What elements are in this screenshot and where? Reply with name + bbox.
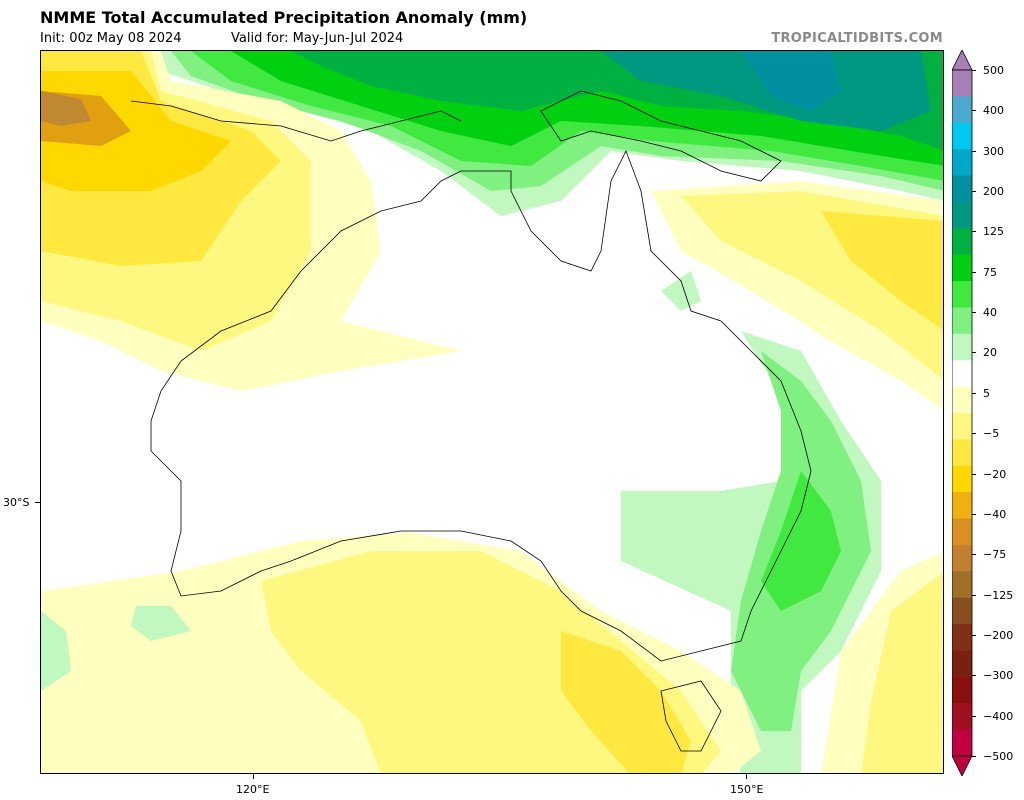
colorbar-tick <box>972 271 976 273</box>
colorbar-bin <box>952 228 972 256</box>
colorbar-label: 500 <box>983 64 1004 77</box>
colorbar-label: −125 <box>983 588 1014 602</box>
lon-label-150e: 150°E <box>730 783 764 796</box>
colorbar-tick <box>972 634 976 636</box>
colorbar-bin <box>952 360 972 388</box>
colorbar-label: −300 <box>983 669 1014 683</box>
colorbar-bin <box>952 175 972 203</box>
colorbar-bin <box>952 518 972 546</box>
colorbar-bin <box>952 254 972 282</box>
colorbar-bin <box>952 729 972 757</box>
colorbar-bin <box>952 650 972 678</box>
colorbar-tick <box>972 554 976 556</box>
colorbar-label: 400 <box>983 104 1004 118</box>
colorbar-label: 40 <box>983 306 997 320</box>
east-anomaly-gold <box>821 211 943 330</box>
north-anomaly-teal <box>601 51 931 131</box>
colorbar-tick <box>972 756 976 757</box>
valid-period: Valid for: May-Jun-Jul 2024 <box>231 31 404 46</box>
southwest-anomaly-light-green-2 <box>131 606 191 641</box>
colorbar-outline <box>951 69 973 757</box>
colorbar-bin <box>952 492 972 520</box>
south-anomaly-gold <box>561 631 691 773</box>
colorbar-bin <box>952 544 972 572</box>
colorbar <box>951 49 978 780</box>
colorbar-tick <box>972 392 976 394</box>
colorbar-bin <box>952 676 972 704</box>
colorbar-bin <box>952 571 972 599</box>
colorbar-label: 200 <box>983 185 1004 199</box>
colorbar-bin <box>952 703 972 731</box>
colorbar-label: −200 <box>983 628 1014 642</box>
colorbar-label: −400 <box>983 709 1014 723</box>
colorbar-bin <box>952 386 972 414</box>
colorbar-bin <box>952 333 972 361</box>
colorbar-max-extend <box>951 49 973 71</box>
colorbar-bin <box>952 70 972 97</box>
colorbar-tick <box>972 110 976 112</box>
australia-coastline <box>150 150 812 662</box>
colorbar-label: 5 <box>983 386 990 400</box>
colorbar-svg <box>951 49 973 777</box>
map-panel <box>40 50 944 774</box>
lon-tick-150e <box>746 774 747 779</box>
anomaly-map <box>41 51 943 773</box>
colorbar-tick <box>972 150 976 152</box>
colorbar-bin <box>952 465 972 493</box>
colorbar-bin <box>952 307 972 335</box>
brand-watermark: TROPICALTIDBITS.COM <box>771 31 943 46</box>
colorbar-label: 20 <box>983 346 997 360</box>
colorbar-tick <box>972 70 976 71</box>
colorbar-min-extend <box>951 755 973 777</box>
init-time: Init: 00z May 08 2024 <box>40 31 182 46</box>
colorbar-tick <box>972 473 976 475</box>
central-australia-neutral <box>151 351 621 571</box>
colorbar-bin <box>952 122 972 150</box>
eastcoast-anomaly-mid-green <box>761 471 841 611</box>
colorbar-label: −40 <box>983 507 1007 521</box>
map-title: NMME Total Accumulated Precipitation Ano… <box>40 8 528 27</box>
colorbar-label: 125 <box>983 225 1004 239</box>
colorbar-bin <box>952 201 972 229</box>
colorbar-tick <box>972 352 976 354</box>
lat-label-30s: 30°S <box>3 496 30 509</box>
colorbar-tick <box>972 715 976 717</box>
eastcoast-anomaly-light-green-nw <box>661 271 701 311</box>
lat-tick-30s <box>35 502 40 503</box>
colorbar-tick <box>972 231 976 233</box>
lon-tick-120e <box>253 774 254 779</box>
colorbar-label: −20 <box>983 467 1007 481</box>
colorbar-tick <box>972 191 976 193</box>
colorbar-bin <box>952 149 972 177</box>
colorbar-label: −5 <box>983 427 1000 441</box>
colorbar-label: −500 <box>983 750 1014 763</box>
colorbar-label: 75 <box>983 265 997 279</box>
colorbar-bin <box>952 624 972 651</box>
colorbar-bin <box>952 281 972 308</box>
new-guinea-coastline <box>540 90 782 182</box>
northwest-anomaly-brown <box>41 91 91 126</box>
indonesia-coastline <box>130 100 462 142</box>
colorbar-tick <box>972 675 976 677</box>
colorbar-label: 300 <box>983 144 1004 158</box>
southwest-anomaly-light-green <box>41 611 71 691</box>
colorbar-tick <box>972 312 976 314</box>
colorbar-bin <box>952 413 972 440</box>
colorbar-tick <box>972 433 976 435</box>
southeast-anomaly-yellow <box>861 572 943 773</box>
colorbar-label: −75 <box>983 548 1007 562</box>
tasmania-coastline <box>660 680 722 752</box>
colorbar-bin <box>952 597 972 625</box>
lon-label-120e: 120°E <box>236 783 270 796</box>
north-anomaly-deep-teal <box>741 51 841 111</box>
colorbar-tick <box>972 513 976 515</box>
colorbar-bin <box>952 439 972 467</box>
colorbar-tick <box>972 594 976 596</box>
colorbar-bin <box>952 96 972 124</box>
